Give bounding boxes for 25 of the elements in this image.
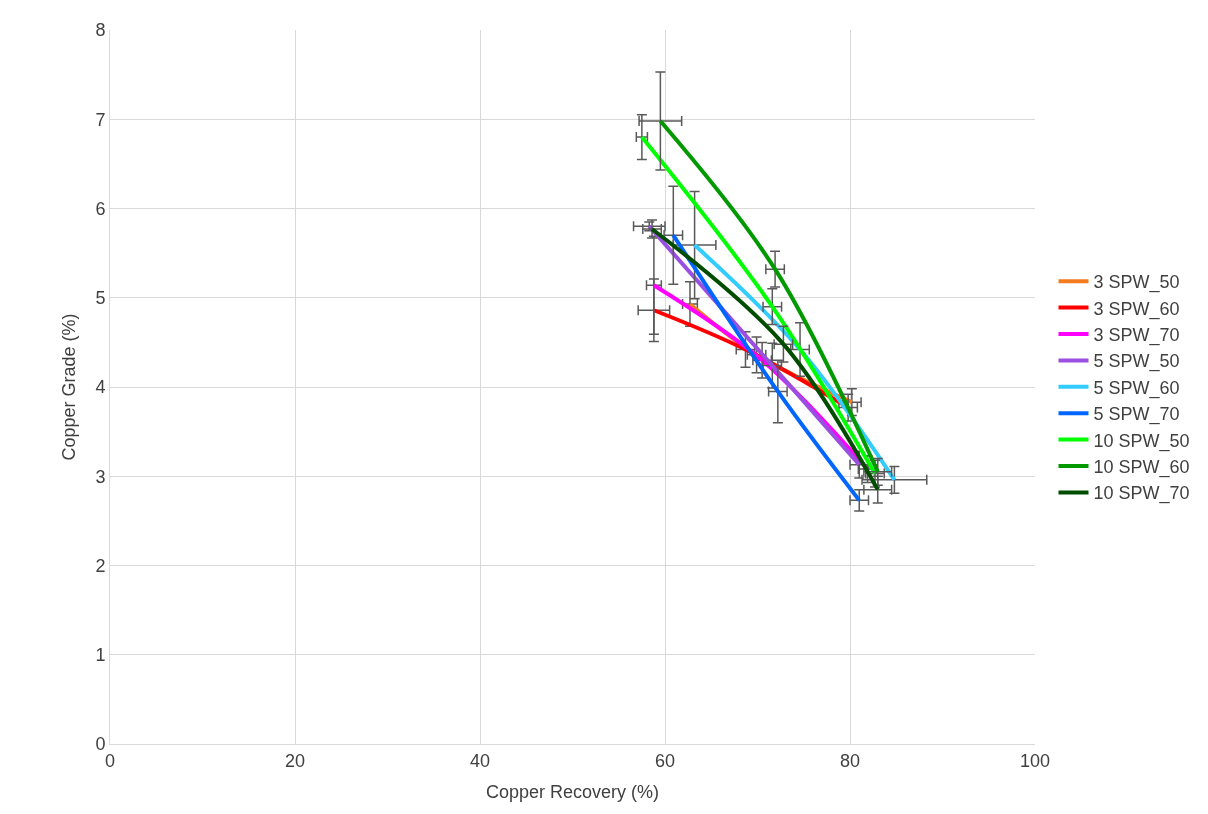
legend-label: 5 SPW_50 [1093, 351, 1180, 373]
y-tick-label: 2 [95, 555, 106, 576]
y-tick-label: 4 [95, 377, 106, 398]
legend-label: 10 SPW_60 [1093, 457, 1190, 479]
legend-label: 3 SPW_50 [1093, 272, 1180, 294]
y-tick-label: 5 [95, 288, 106, 309]
legend-label: 3 SPW_70 [1093, 325, 1180, 347]
x-tick-label: 60 [654, 750, 676, 771]
y-tick-label: 1 [95, 645, 106, 666]
legend-label: 10 SPW_70 [1093, 483, 1190, 505]
y-tick-label: 7 [95, 109, 106, 130]
y-tick-label: 8 [95, 20, 106, 41]
legend-label: 5 SPW_60 [1093, 377, 1180, 399]
y-axis-title: Copper Grade (%) [58, 313, 79, 461]
y-tick-label: 3 [95, 466, 106, 487]
x-tick-label: 20 [284, 750, 306, 771]
x-tick-label: 100 [1019, 750, 1051, 771]
y-tick-label: 6 [95, 198, 106, 219]
legend-label: 10 SPW_50 [1093, 430, 1190, 452]
legend-label: 5 SPW_70 [1093, 404, 1180, 426]
legend-label: 3 SPW_60 [1093, 298, 1180, 320]
x-axis-title: Copper Recovery (%) [485, 781, 660, 802]
x-tick-label: 40 [469, 750, 491, 771]
y-tick-label: 0 [95, 734, 106, 755]
x-tick-label: 80 [839, 750, 861, 771]
